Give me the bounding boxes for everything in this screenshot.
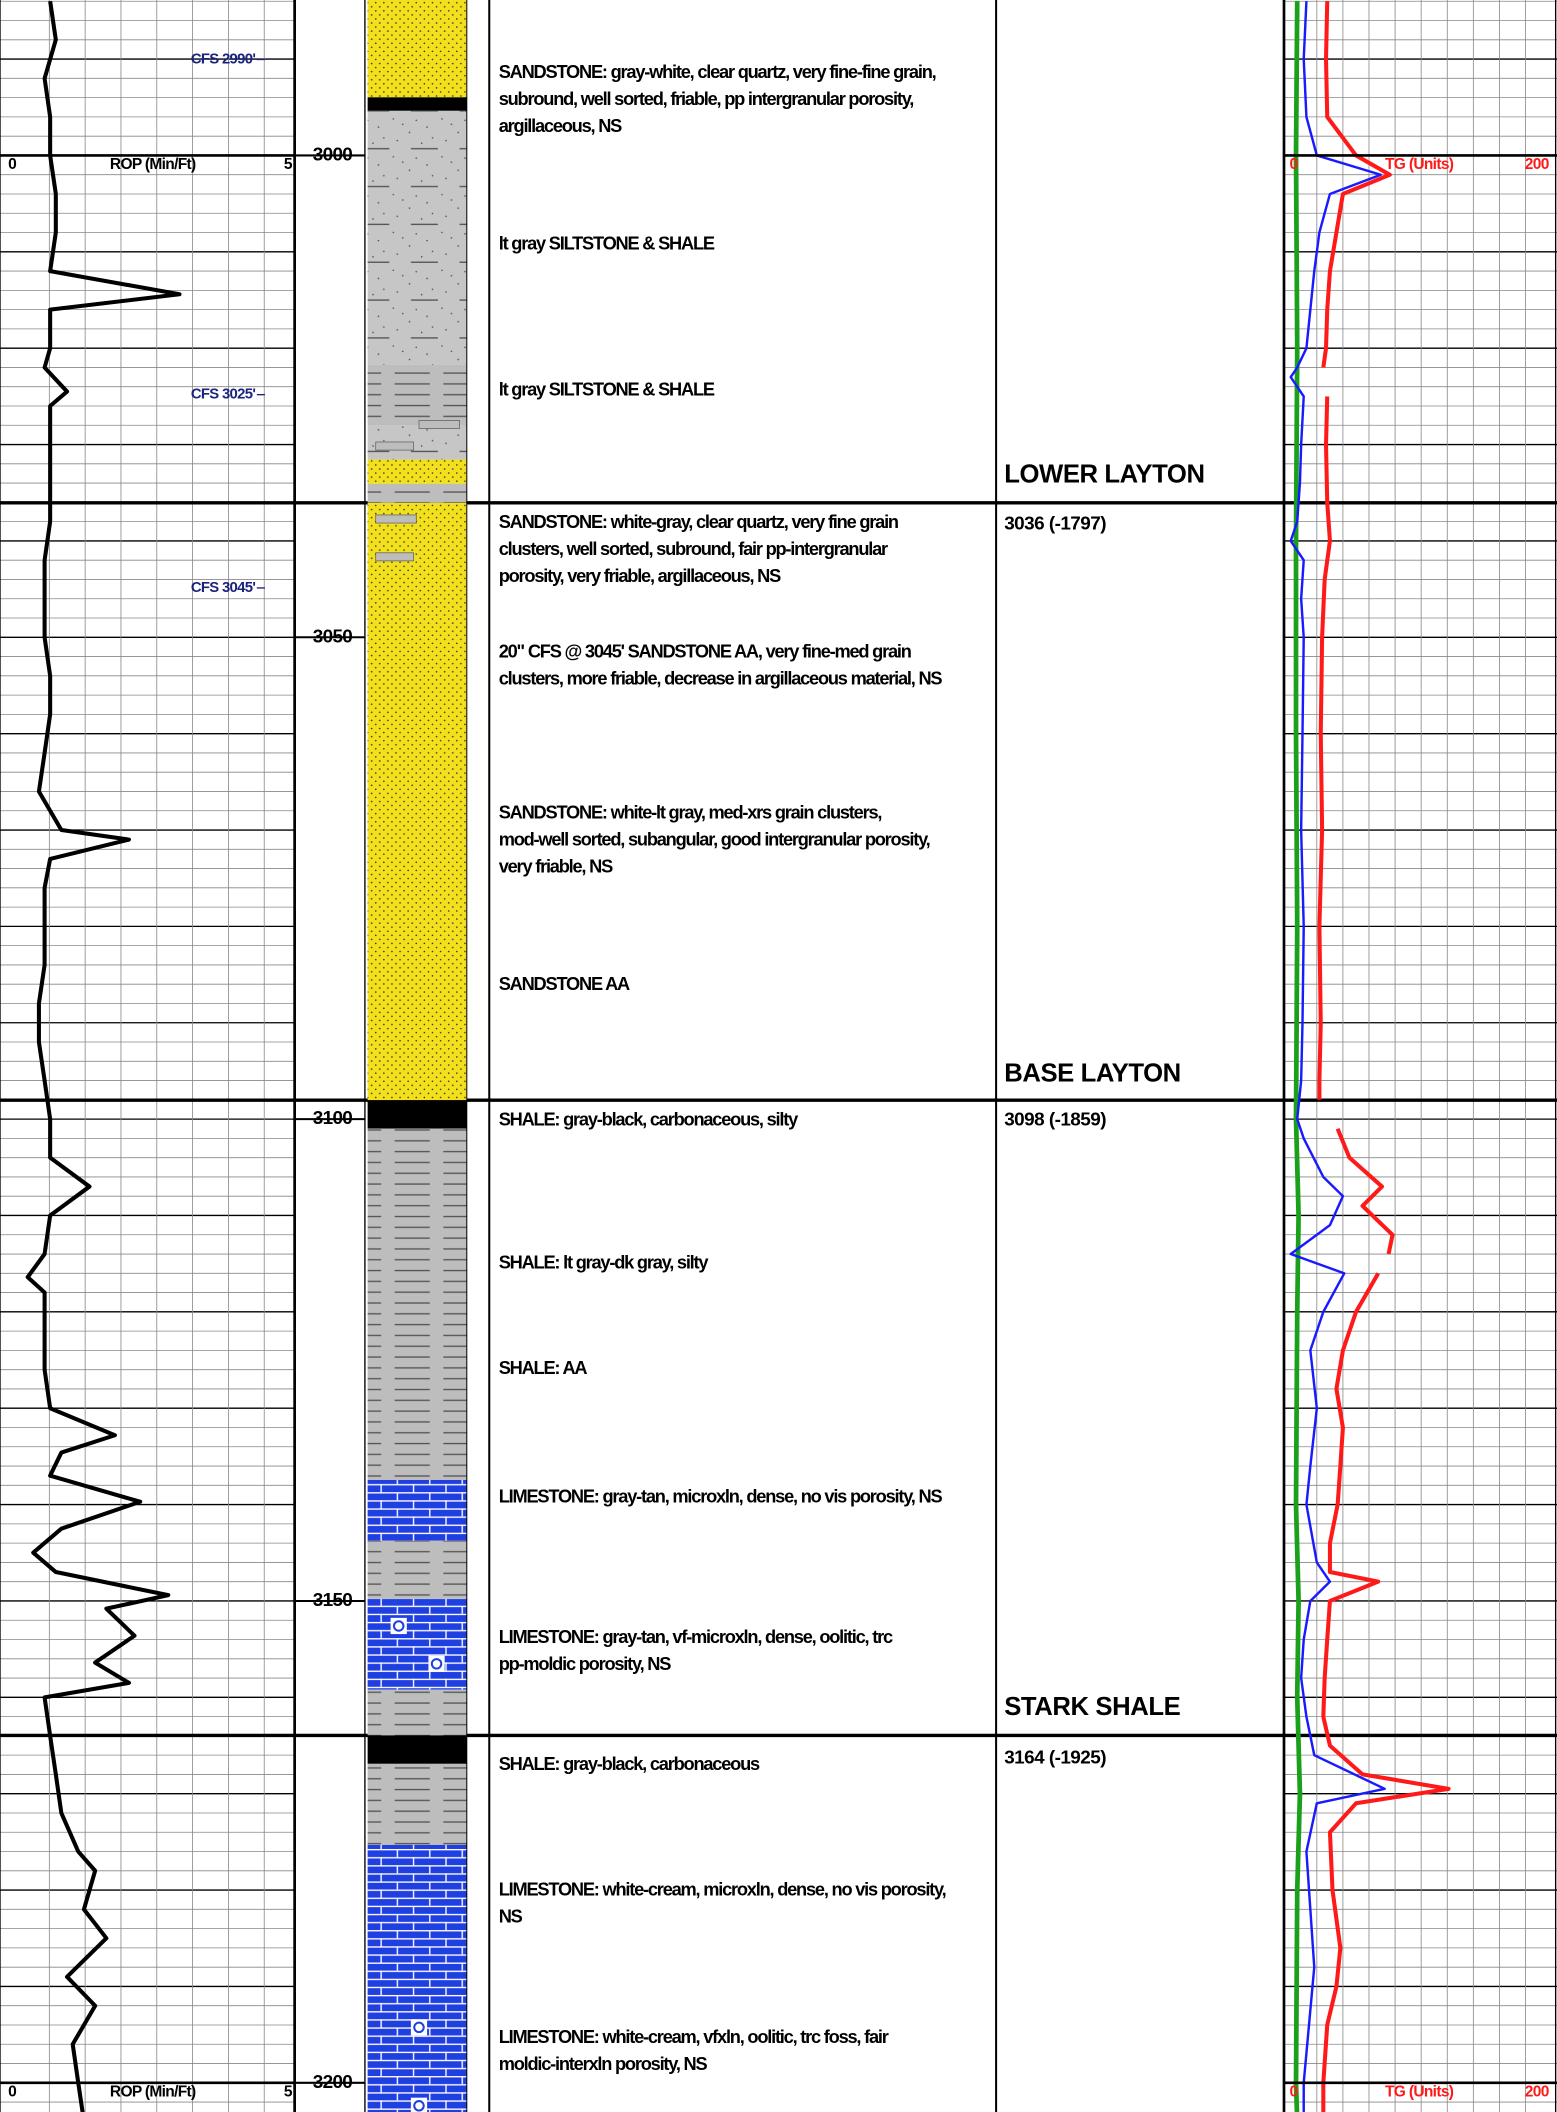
rop-scale-min: 0 (8, 2083, 16, 2100)
tg-scale-min: 0 (1289, 2083, 1297, 2100)
description-line: SANDSTONE: gray-white, clear quartz, ver… (499, 61, 936, 82)
tg-scale-min: 0 (1289, 156, 1297, 173)
curve (1293, 1, 1303, 2112)
lithology-interval (367, 1479, 467, 1541)
description-line: clusters, more friable, decrease in argi… (499, 668, 943, 689)
rop-scale-max: 5 (284, 156, 293, 173)
labels: 3000 3050 3100 3150 3200 0 ROP (Min/Ft) 5 0 TG (U… (0, 51, 1557, 2100)
description-line: LIMESTONE: white-cream, vfxln, oolitic, … (499, 2026, 889, 2047)
oolite-symbol (413, 2100, 425, 2112)
rop-scale-label: ROP (Min/Ft) (110, 2083, 196, 2100)
lithology-interval (367, 502, 467, 1101)
description-line: SHALE: AA (499, 1357, 588, 1378)
lithology-interval (367, 0, 467, 98)
description-line: clusters, well sorted, subround, fair pp… (499, 538, 888, 559)
curves (25, 0, 1451, 2112)
description-line: moldic-interxln porosity, NS (499, 2053, 708, 2074)
description-line: NS (499, 1906, 523, 1927)
formation-top: 3164 (-1925) (1004, 1747, 1106, 1768)
description-line: lt gray SILTSTONE & SHALE (499, 232, 715, 253)
lithology-interval (367, 1689, 467, 1736)
lithology-interval (367, 459, 467, 484)
lithology-interval (367, 1128, 467, 1480)
oolite-symbol (430, 1658, 443, 1670)
formation-name: BASE LAYTON (1004, 1059, 1181, 1087)
formation-top: 3098 (-1859) (1004, 1109, 1106, 1130)
curve (25, 0, 182, 2112)
description-line: mod-well sorted, subangular, good interg… (499, 829, 930, 850)
description-line: SHALE: lt gray-dk gray, silty (499, 1252, 710, 1273)
lithology-streak (375, 514, 417, 524)
lithology-interval (367, 1598, 467, 1690)
lithology-interval (367, 1100, 467, 1129)
depth-label: 3150 (313, 1590, 353, 1611)
lithology-streak (375, 441, 414, 451)
curve (1317, 1, 1451, 2112)
description-line: porosity, very friable, argillaceous, NS (499, 565, 781, 586)
tg-scale-label: TG (Units) (1385, 156, 1454, 173)
oolite-symbol (392, 1620, 405, 1632)
description-line: very friable, NS (499, 856, 613, 877)
cfs-label: CFS 2990' (191, 51, 255, 67)
curve (1289, 1, 1386, 2112)
lithology-streak (418, 420, 460, 429)
description-line: LIMESTONE: white-cream, microxln, dense,… (499, 1879, 946, 1900)
cfs-label: CFS 3025' (191, 387, 255, 403)
lithology-interval (367, 110, 467, 365)
rop-scale-min: 0 (8, 156, 16, 173)
description-line: argillaceous, NS (499, 115, 622, 136)
description-line: SANDSTONE: white-gray, clear quartz, ver… (499, 511, 898, 532)
lithology-interval (367, 1844, 467, 2112)
description-line: SHALE: gray-black, carbonaceous, silty (499, 1108, 799, 1129)
description-line: lt gray SILTSTONE & SHALE (499, 378, 715, 399)
formation-name: STARK SHALE (1004, 1693, 1180, 1721)
description-line: SANDSTONE: white-lt gray, med-xrs grain … (499, 801, 882, 822)
tg-scale-max: 200 (1525, 2083, 1549, 2100)
description-line: SHALE: gray-black, carbonaceous (499, 1753, 760, 1774)
description-line: subround, well sorted, friable, pp inter… (499, 88, 914, 109)
description-line: SANDSTONE AA (499, 973, 630, 994)
lithology-interval (367, 364, 467, 426)
description-line: 20" CFS @ 3045' SANDSTONE AA, very fine-… (499, 641, 911, 662)
lithology-column (367, 0, 467, 2112)
formation-top: 3036 (-1797) (1004, 513, 1106, 534)
depth-label: 3050 (313, 626, 353, 647)
rop-scale-max: 5 (284, 2083, 293, 2100)
tg-scale-max: 200 (1525, 156, 1549, 173)
lithology-interval (367, 97, 467, 111)
lithology-interval (367, 1763, 467, 1845)
lithology-interval (367, 1540, 467, 1599)
description-line: LIMESTONE: gray-tan, microxln, dense, no… (499, 1485, 943, 1506)
oolite-symbol (413, 2021, 425, 2034)
cfs-label: CFS 3045' (191, 580, 255, 596)
description-line: LIMESTONE: gray-tan, vf-microxln, dense,… (499, 1626, 893, 1647)
depth-label: 3000 (313, 144, 353, 165)
description-line: pp-moldic porosity, NS (499, 1653, 672, 1674)
depth-label: 3200 (313, 2072, 353, 2093)
formation-name: LOWER LAYTON (1004, 461, 1204, 489)
depth-label: 3100 (313, 1108, 353, 1129)
lithology-interval (367, 1735, 467, 1764)
rop-scale-label: ROP (Min/Ft) (110, 156, 196, 173)
lithology-streak (375, 552, 414, 562)
tg-scale-label: TG (Units) (1385, 2083, 1454, 2100)
lithology-interval (367, 483, 467, 503)
